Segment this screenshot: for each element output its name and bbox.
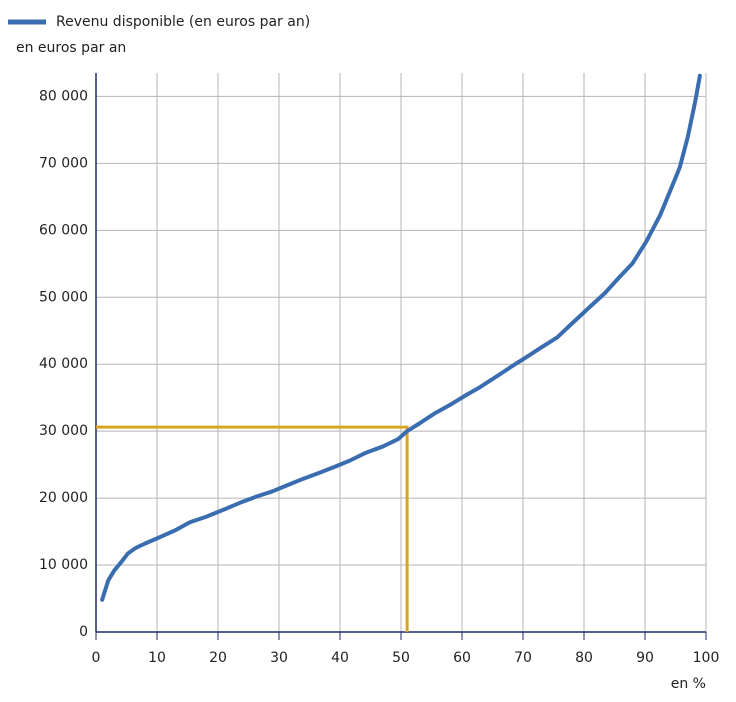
y-tick-label: 20 000 xyxy=(39,490,88,506)
x-tick-label: 80 xyxy=(575,650,593,666)
x-tick-label: 40 xyxy=(331,650,349,666)
y-tick-label: 0 xyxy=(79,624,88,640)
data-line xyxy=(100,73,702,602)
x-tick-label: 30 xyxy=(270,650,288,666)
y-tick-label: 70 000 xyxy=(39,155,88,171)
x-tick-label: 100 xyxy=(693,650,720,666)
x-tick-label: 60 xyxy=(453,650,471,666)
legend-label: Revenu disponible (en euros par an) xyxy=(56,14,310,30)
y-tick-label: 50 000 xyxy=(39,289,88,305)
x-tick-label: 70 xyxy=(514,650,532,666)
x-tick-label: 50 xyxy=(392,650,410,666)
y-tick-label: 40 000 xyxy=(39,356,88,372)
y-tick-label: 10 000 xyxy=(39,557,88,573)
y-axis-label: en euros par an xyxy=(16,40,126,56)
x-tick-label: 0 xyxy=(92,650,101,666)
x-tick-label: 10 xyxy=(148,650,166,666)
y-tick-label: 80 000 xyxy=(39,88,88,104)
x-tick-label: 20 xyxy=(209,650,227,666)
reference-line xyxy=(96,425,409,632)
x-tick-label: 90 xyxy=(636,650,654,666)
y-tick-label: 60 000 xyxy=(39,222,88,238)
y-tick-label: 30 000 xyxy=(39,423,88,439)
x-axis-label: en % xyxy=(671,676,706,692)
